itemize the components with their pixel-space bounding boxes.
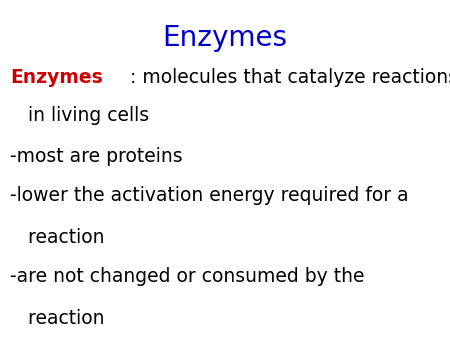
Text: in living cells: in living cells <box>10 106 149 125</box>
Text: -most are proteins: -most are proteins <box>10 147 183 166</box>
Text: : molecules that catalyze reactions: : molecules that catalyze reactions <box>130 68 450 87</box>
Text: Enzymes: Enzymes <box>162 24 288 52</box>
Text: reaction: reaction <box>10 228 104 247</box>
Text: -lower the activation energy required for a: -lower the activation energy required fo… <box>10 186 409 205</box>
Text: Enzymes: Enzymes <box>10 68 103 87</box>
Text: reaction: reaction <box>10 309 104 328</box>
Text: -are not changed or consumed by the: -are not changed or consumed by the <box>10 267 364 286</box>
